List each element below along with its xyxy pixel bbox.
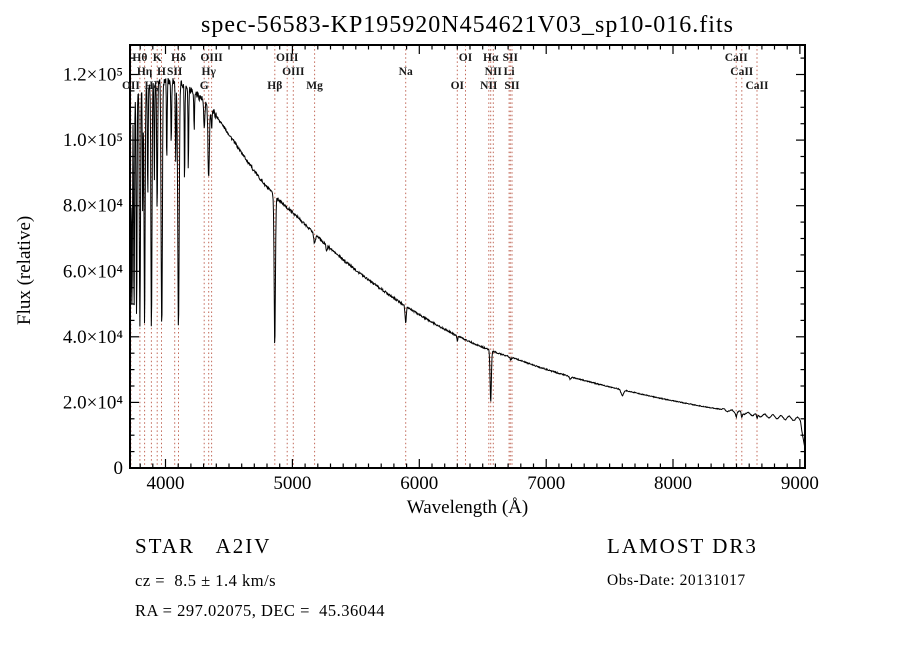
y-tick-label: 6.0×10⁴ <box>63 261 123 282</box>
x-tick-label: 7000 <box>527 473 565 494</box>
x-axis-label: Wavelength (Å) <box>406 497 529 518</box>
y-tick-label: 1.2×10⁵ <box>63 65 123 86</box>
spectral-line-label-OIII: OIII <box>276 52 299 64</box>
spectral-line-markers <box>130 45 758 468</box>
spectral-line-label-Hγ: Hγ <box>202 66 217 78</box>
spectral-line-label-Hδ: Hδ <box>171 52 186 64</box>
spectral-line-label-CaII: CaII <box>730 66 754 78</box>
spectral-line-label-SII: SII <box>167 66 183 78</box>
spectral-line-label-OII: OII <box>122 80 140 92</box>
spectral-line-label-SII: SII <box>503 52 519 64</box>
spectral-line-label-OIII: OIII <box>282 66 305 78</box>
spectral-line-label-Hβ: Hβ <box>267 80 282 92</box>
spectral-line-label-K: K <box>153 52 162 64</box>
y-tick-label: 0 <box>114 458 124 479</box>
obs-date-label: Obs-Date: 20131017 <box>607 572 746 589</box>
spectral-line-label-Hα: Hα <box>483 52 499 64</box>
spectral-line-label-OI: OI <box>451 80 465 92</box>
x-tick-label: 8000 <box>654 473 692 494</box>
spectral-line-label-Mg: Mg <box>306 80 323 92</box>
spectral-line-label-Hζ: Hζ <box>145 79 159 92</box>
spectral-line-label-Hη: Hη <box>137 66 153 78</box>
spectral-line-label-Hθ: Hθ <box>132 52 147 64</box>
spectral-line-label-OIII: OIII <box>200 52 223 64</box>
y-axis-label: Flux (relative) <box>14 215 35 325</box>
y-tick-label: 4.0×10⁴ <box>63 327 123 348</box>
spectral-line-label-CaII: CaII <box>725 52 749 64</box>
spectral-line-label-CaII: CaII <box>745 80 769 92</box>
spectral-line-label-Li: Li <box>504 66 516 78</box>
spectral-line-label-OI: OI <box>459 52 473 64</box>
spectral-line-label-Na: Na <box>399 66 413 78</box>
spectral-line-label-NII: NII <box>480 80 498 92</box>
spectrum-curve <box>130 77 805 448</box>
spectral-line-label-G: G <box>200 80 209 92</box>
spectral-line-label-H: H <box>157 66 166 78</box>
radial-velocity-label: cz = 8.5 ± 1.4 km/s <box>135 571 277 590</box>
x-tick-label: 5000 <box>273 473 311 494</box>
spectral-line-label-SII: SII <box>504 80 520 92</box>
y-tick-label: 2.0×10⁴ <box>63 392 123 413</box>
axes <box>129 44 806 469</box>
y-tick-label: 1.0×10⁵ <box>63 130 123 151</box>
spectral-line-label-NII: NII <box>485 66 503 78</box>
x-tick-label: 6000 <box>400 473 438 494</box>
object-class-label: STAR A2IV <box>135 534 272 558</box>
plot-title: spec-56583-KP195920N454621V03_sp10-016.f… <box>201 12 734 38</box>
x-tick-label: 4000 <box>147 473 185 494</box>
coordinates-label: RA = 297.02075, DEC = 45.36044 <box>135 601 385 620</box>
y-tick-label: 8.0×10⁴ <box>63 196 123 217</box>
x-tick-label: 9000 <box>781 473 819 494</box>
survey-label: LAMOST DR3 <box>607 534 758 558</box>
